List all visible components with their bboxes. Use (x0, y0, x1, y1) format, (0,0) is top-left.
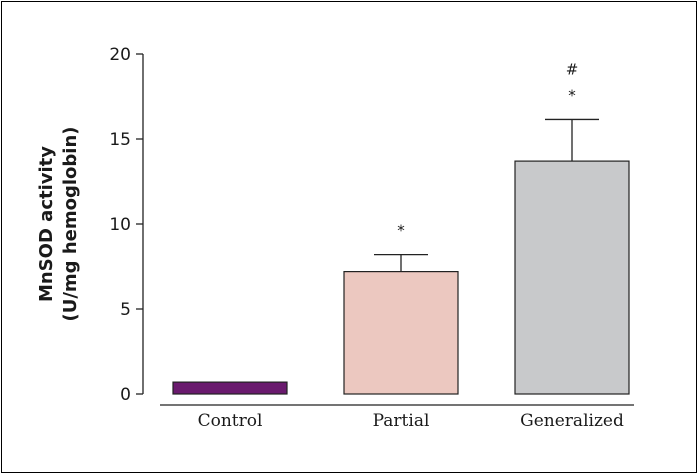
y-axis-title: MnSOD activity (U/mg hemoglobin) (36, 127, 81, 322)
y-tick-label: 20 (109, 45, 131, 65)
axes (136, 53, 634, 406)
x-tick-label: Partial (373, 411, 430, 431)
y-axis-title-line-1: MnSOD activity (36, 146, 57, 302)
y-tick-label: 5 (120, 300, 131, 320)
significance-mark: * (568, 86, 576, 104)
y-tick-label: 10 (109, 215, 131, 235)
significance-mark: # (566, 60, 579, 78)
x-tick-labels: Control Partial Generalized (198, 411, 624, 431)
bars (172, 160, 630, 395)
error-bars (374, 118, 599, 272)
y-tick-label: 0 (120, 385, 131, 405)
annotations: * * # (397, 60, 578, 239)
significance-mark: * (397, 222, 405, 240)
bar-generalized (514, 160, 630, 395)
x-tick-label: Generalized (520, 411, 624, 431)
x-tick-label: Control (198, 411, 263, 431)
bar-control (172, 381, 288, 395)
y-axis-title-line-2: (U/mg hemoglobin) (60, 127, 81, 322)
y-tick-label: 15 (109, 130, 131, 150)
y-tick-labels: 0 5 10 15 20 (109, 45, 131, 405)
bar-partial (343, 271, 459, 395)
